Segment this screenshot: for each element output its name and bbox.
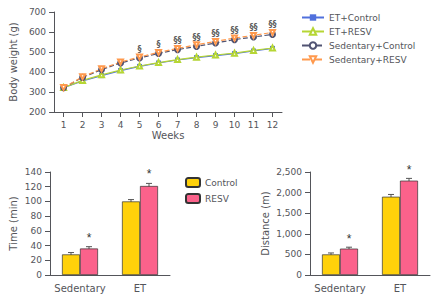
svg-text:1,500: 1,500: [276, 208, 302, 218]
svg-text:40: 40: [31, 241, 43, 251]
svg-text:§§: §§: [269, 20, 277, 29]
svg-text:100: 100: [25, 196, 42, 206]
svg-text:2,500: 2,500: [276, 167, 302, 177]
svg-text:500: 500: [285, 249, 302, 259]
svg-text:*: *: [347, 232, 352, 246]
svg-text:Sedentary: Sedentary: [54, 283, 105, 294]
svg-text:Sedentary+Control: Sedentary+Control: [329, 41, 415, 51]
svg-text:4: 4: [118, 120, 124, 130]
svg-text:1,000: 1,000: [276, 229, 302, 239]
svg-text:§: §: [157, 40, 161, 49]
svg-text:7: 7: [175, 120, 181, 130]
svg-text:ET+Control: ET+Control: [329, 13, 380, 23]
svg-text:§§: §§: [193, 33, 201, 42]
svg-text:1: 1: [61, 120, 67, 130]
svg-text:0: 0: [36, 270, 42, 280]
svg-text:Distance (m): Distance (m): [260, 191, 271, 256]
svg-text:*: *: [147, 167, 152, 181]
svg-text:600: 600: [29, 27, 46, 37]
svg-text:140: 140: [25, 167, 42, 177]
svg-text:Weeks: Weeks: [152, 130, 185, 141]
svg-text:400: 400: [29, 67, 46, 77]
svg-text:11: 11: [248, 120, 259, 130]
svg-text:Control: Control: [205, 178, 238, 188]
svg-text:Sedentary: Sedentary: [314, 283, 365, 294]
svg-text:*: *: [87, 231, 92, 245]
svg-text:ET: ET: [134, 283, 147, 294]
svg-text:80: 80: [31, 211, 43, 221]
svg-text:0: 0: [296, 270, 302, 280]
svg-text:Body weight (g): Body weight (g): [8, 22, 19, 102]
svg-text:RESV: RESV: [205, 194, 230, 204]
svg-text:§§: §§: [212, 29, 220, 38]
svg-text:700: 700: [29, 7, 46, 17]
svg-text:§§: §§: [250, 23, 258, 32]
svg-text:300: 300: [29, 87, 46, 97]
svg-text:500: 500: [29, 47, 46, 57]
svg-text:5: 5: [137, 120, 143, 130]
svg-text:3: 3: [99, 120, 105, 130]
svg-text:Time (min): Time (min): [8, 196, 19, 251]
svg-text:2: 2: [80, 120, 86, 130]
svg-text:Sedentary+RESV: Sedentary+RESV: [329, 55, 407, 65]
svg-text:9: 9: [213, 120, 219, 130]
svg-text:20: 20: [31, 255, 43, 265]
svg-text:*: *: [407, 163, 412, 177]
svg-text:6: 6: [156, 120, 162, 130]
svg-text:ET+RESV: ET+RESV: [329, 27, 372, 37]
svg-text:10: 10: [229, 120, 241, 130]
svg-text:120: 120: [25, 182, 42, 192]
svg-text:8: 8: [194, 120, 200, 130]
svg-text:2,000: 2,000: [276, 188, 302, 198]
svg-text:§§: §§: [174, 36, 182, 45]
svg-text:12: 12: [267, 120, 278, 130]
svg-text:§: §: [138, 45, 142, 54]
svg-text:200: 200: [29, 107, 46, 117]
svg-text:ET: ET: [394, 283, 407, 294]
svg-text:60: 60: [31, 226, 43, 236]
svg-text:§§: §§: [231, 26, 239, 35]
